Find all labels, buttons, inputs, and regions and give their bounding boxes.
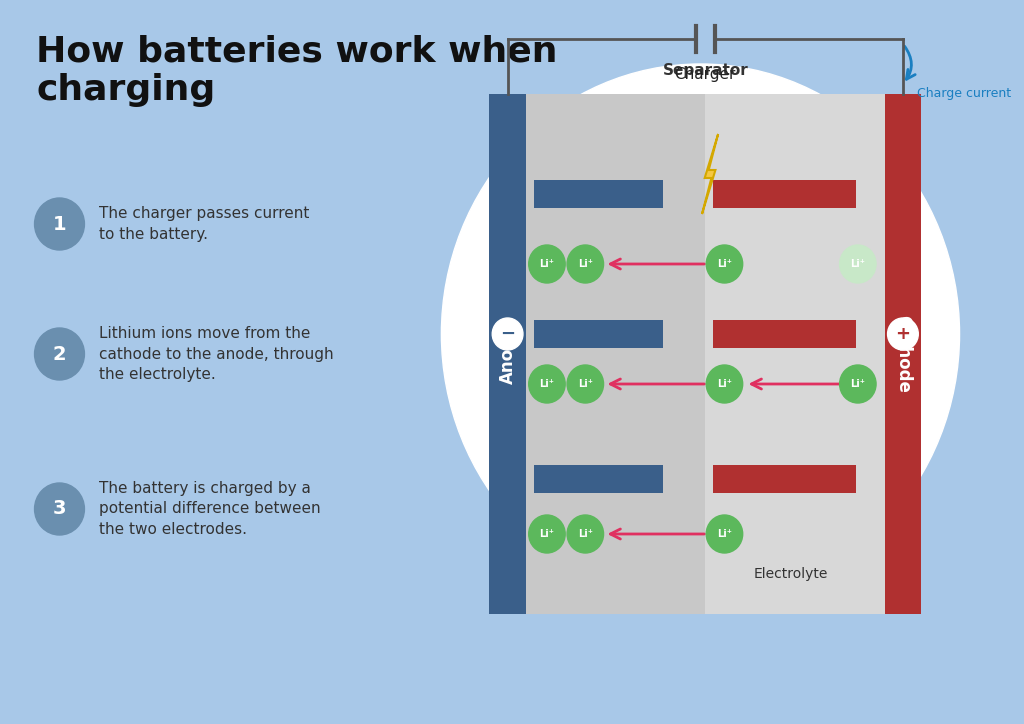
Circle shape <box>707 245 742 283</box>
Text: Charge current: Charge current <box>918 88 1012 101</box>
Circle shape <box>493 318 523 350</box>
Text: Li⁺: Li⁺ <box>850 259 865 269</box>
Bar <box>713 320 856 348</box>
Polygon shape <box>702 134 718 214</box>
Bar <box>534 180 663 208</box>
Text: Li⁺: Li⁺ <box>850 379 865 389</box>
Circle shape <box>567 365 603 403</box>
Text: +: + <box>895 325 910 343</box>
Text: Li⁺: Li⁺ <box>540 379 554 389</box>
Text: Li⁺: Li⁺ <box>540 259 554 269</box>
Text: Li⁺: Li⁺ <box>717 259 732 269</box>
Text: Cathode: Cathode <box>894 315 912 393</box>
Text: 3: 3 <box>53 500 67 518</box>
Text: Anode: Anode <box>499 324 516 384</box>
Circle shape <box>528 245 565 283</box>
Text: −: − <box>500 325 515 343</box>
Text: Li⁺: Li⁺ <box>540 529 554 539</box>
Text: The battery is charged by a
potential difference between
the two electrodes.: The battery is charged by a potential di… <box>99 481 321 537</box>
Text: Electrolyte: Electrolyte <box>754 567 827 581</box>
Circle shape <box>888 318 919 350</box>
Circle shape <box>840 365 877 403</box>
Bar <box>534 320 663 348</box>
Circle shape <box>441 64 959 604</box>
Text: Li⁺: Li⁺ <box>578 379 593 389</box>
Bar <box>526 94 706 614</box>
Circle shape <box>35 483 84 535</box>
Circle shape <box>35 198 84 250</box>
Text: Li⁺: Li⁺ <box>578 259 593 269</box>
Circle shape <box>707 515 742 553</box>
Circle shape <box>528 365 565 403</box>
Text: 1: 1 <box>52 214 67 234</box>
Text: Separator: Separator <box>663 63 749 78</box>
Bar <box>706 94 885 614</box>
Text: The charger passes current
to the battery.: The charger passes current to the batter… <box>99 206 309 242</box>
Text: Li⁺: Li⁺ <box>717 379 732 389</box>
Text: How batteries work when
charging: How batteries work when charging <box>37 34 558 107</box>
Bar <box>885 94 922 614</box>
Text: Li⁺: Li⁺ <box>578 529 593 539</box>
Circle shape <box>528 515 565 553</box>
Bar <box>534 465 663 493</box>
Text: Li⁺: Li⁺ <box>717 529 732 539</box>
Circle shape <box>840 245 877 283</box>
Circle shape <box>707 365 742 403</box>
Text: 2: 2 <box>52 345 67 363</box>
Circle shape <box>35 328 84 380</box>
Text: Lithium ions move from the
cathode to the anode, through
the electrolyte.: Lithium ions move from the cathode to th… <box>99 326 334 382</box>
Circle shape <box>567 515 603 553</box>
Bar <box>489 94 526 614</box>
Text: Charger: Charger <box>675 67 736 82</box>
Bar <box>713 180 856 208</box>
Bar <box>713 465 856 493</box>
Circle shape <box>567 245 603 283</box>
